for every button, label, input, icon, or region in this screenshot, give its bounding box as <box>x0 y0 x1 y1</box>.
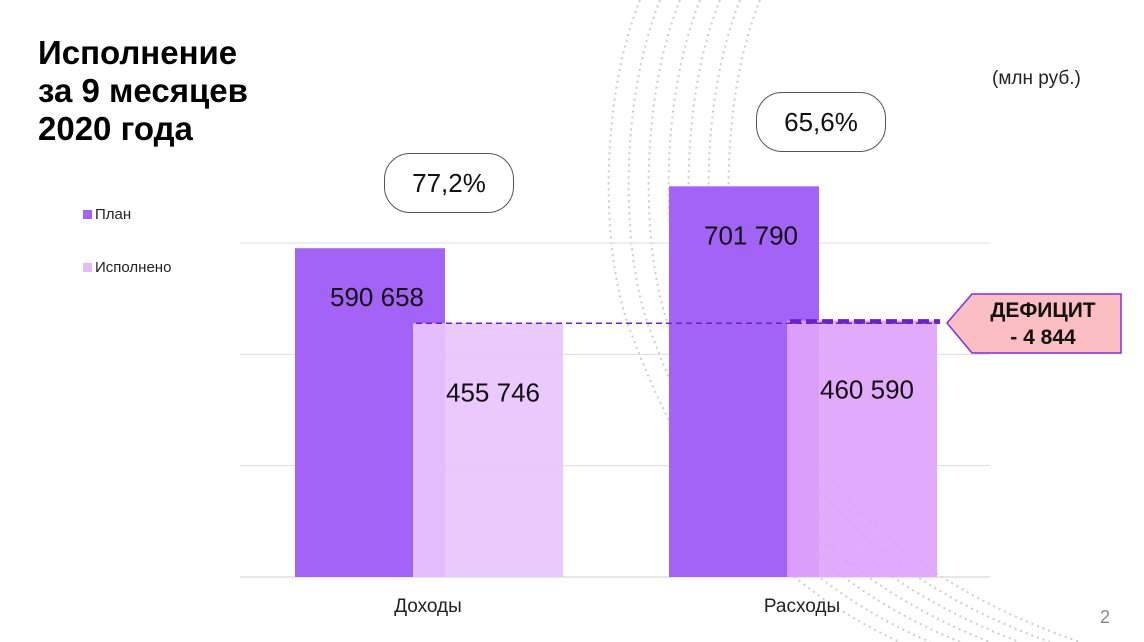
page-title-line: за 9 месяцев <box>38 72 248 109</box>
data-label-plan: 590 658 <box>330 282 424 312</box>
legend-item-done: Исполнено <box>83 259 171 276</box>
legend-swatch-done <box>83 263 92 272</box>
category-label: Расходы <box>764 596 840 617</box>
data-label-done: 460 590 <box>820 375 914 405</box>
legend-label-plan: План <box>95 206 132 223</box>
bar-done <box>413 323 563 577</box>
deficit-callout-shape <box>946 293 1122 354</box>
legend-swatch-plan <box>83 210 92 219</box>
page-title-line: Исполнение <box>38 34 238 71</box>
deficit-callout: ДЕФИЦИТ - 4 844 <box>946 293 1122 354</box>
unit-label: (млн руб.) <box>992 68 1081 89</box>
page-number: 2 <box>1100 607 1111 627</box>
data-label-done: 455 746 <box>446 377 540 407</box>
bar-done <box>787 320 937 577</box>
percent-badge-dohody: 77,2% <box>384 153 514 213</box>
percent-badge-rashody: 65,6% <box>756 92 886 152</box>
data-label-plan: 701 790 <box>704 220 798 250</box>
category-label: Доходы <box>394 596 462 617</box>
deficit-title: ДЕФИЦИТ <box>990 299 1096 322</box>
legend-item-plan: План <box>83 206 131 223</box>
deficit-value: - 4 844 <box>1010 326 1076 349</box>
page-title: Исполнение за 9 месяцев 2020 года <box>38 34 248 148</box>
page-title-line: 2020 года <box>38 110 193 147</box>
legend-label-done: Исполнено <box>95 259 172 276</box>
